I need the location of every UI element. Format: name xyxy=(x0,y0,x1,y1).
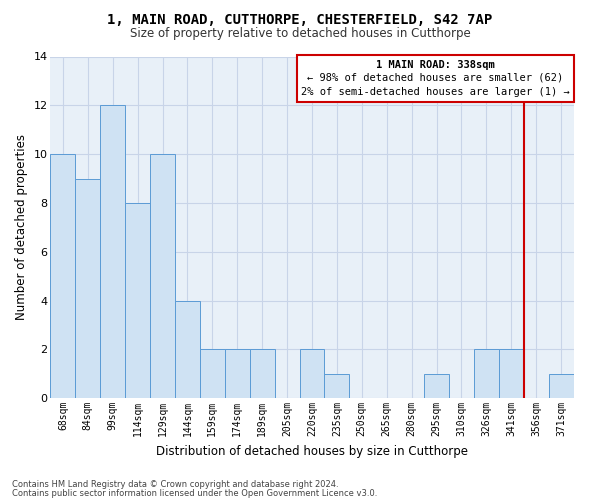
Text: Contains public sector information licensed under the Open Government Licence v3: Contains public sector information licen… xyxy=(12,488,377,498)
Bar xyxy=(250,350,275,398)
Bar xyxy=(200,350,225,398)
Bar xyxy=(50,154,76,398)
Y-axis label: Number of detached properties: Number of detached properties xyxy=(15,134,28,320)
Text: 1 MAIN ROAD: 338sqm: 1 MAIN ROAD: 338sqm xyxy=(376,60,494,70)
Bar xyxy=(76,178,100,398)
Bar xyxy=(225,350,250,398)
Bar xyxy=(424,374,449,398)
Text: Contains HM Land Registry data © Crown copyright and database right 2024.: Contains HM Land Registry data © Crown c… xyxy=(12,480,338,489)
Text: Size of property relative to detached houses in Cutthorpe: Size of property relative to detached ho… xyxy=(130,28,470,40)
Bar xyxy=(150,154,175,398)
Text: ← 98% of detached houses are smaller (62): ← 98% of detached houses are smaller (62… xyxy=(307,73,563,83)
Bar xyxy=(100,106,125,398)
Bar xyxy=(299,350,325,398)
Bar xyxy=(548,374,574,398)
Bar xyxy=(175,300,200,398)
Bar xyxy=(125,203,150,398)
Text: 2% of semi-detached houses are larger (1) →: 2% of semi-detached houses are larger (1… xyxy=(301,87,569,97)
Bar xyxy=(474,350,499,398)
Bar xyxy=(325,374,349,398)
Text: 1, MAIN ROAD, CUTTHORPE, CHESTERFIELD, S42 7AP: 1, MAIN ROAD, CUTTHORPE, CHESTERFIELD, S… xyxy=(107,12,493,26)
FancyBboxPatch shape xyxy=(297,56,574,102)
Bar xyxy=(499,350,524,398)
X-axis label: Distribution of detached houses by size in Cutthorpe: Distribution of detached houses by size … xyxy=(156,444,468,458)
